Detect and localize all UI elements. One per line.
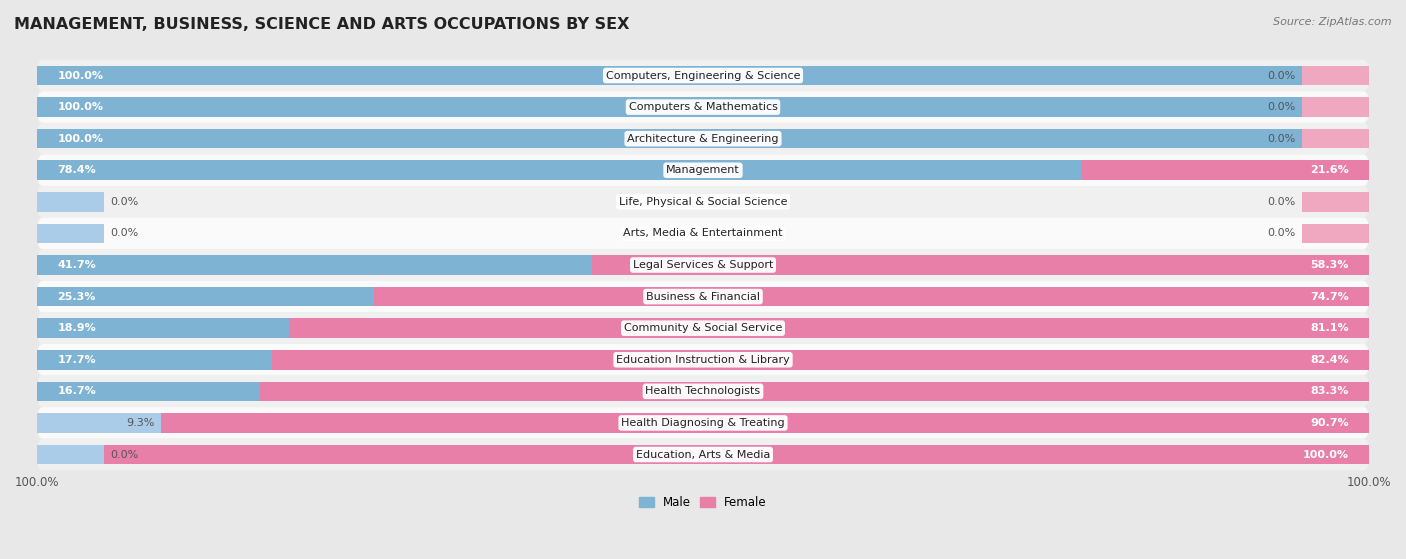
Text: 100.0%: 100.0%: [1303, 449, 1348, 459]
Text: 58.3%: 58.3%: [1310, 260, 1348, 270]
Bar: [1302, 129, 1369, 149]
FancyBboxPatch shape: [37, 217, 1369, 249]
Text: 16.7%: 16.7%: [58, 386, 96, 396]
Text: 21.6%: 21.6%: [1310, 165, 1348, 176]
Text: 17.7%: 17.7%: [58, 355, 96, 365]
Bar: [37, 350, 273, 369]
Text: Health Technologists: Health Technologists: [645, 386, 761, 396]
Bar: [592, 255, 1369, 275]
Bar: [288, 319, 1369, 338]
Text: 74.7%: 74.7%: [1310, 292, 1348, 302]
Bar: [37, 445, 104, 465]
FancyBboxPatch shape: [37, 312, 1369, 344]
Bar: [260, 382, 1369, 401]
Text: 78.4%: 78.4%: [58, 165, 96, 176]
Text: 82.4%: 82.4%: [1310, 355, 1348, 365]
Text: Computers & Mathematics: Computers & Mathematics: [628, 102, 778, 112]
Text: 100.0%: 100.0%: [58, 134, 103, 144]
Text: Architecture & Engineering: Architecture & Engineering: [627, 134, 779, 144]
Bar: [37, 224, 104, 243]
Bar: [37, 255, 592, 275]
Text: Management: Management: [666, 165, 740, 176]
Text: 0.0%: 0.0%: [1267, 197, 1295, 207]
Bar: [37, 66, 1369, 86]
Text: 0.0%: 0.0%: [111, 197, 139, 207]
Bar: [271, 350, 1369, 369]
Bar: [162, 413, 1369, 433]
Text: Arts, Media & Entertainment: Arts, Media & Entertainment: [623, 229, 783, 239]
FancyBboxPatch shape: [37, 186, 1369, 217]
FancyBboxPatch shape: [37, 281, 1369, 312]
FancyBboxPatch shape: [37, 249, 1369, 281]
Bar: [37, 192, 104, 212]
FancyBboxPatch shape: [37, 344, 1369, 376]
FancyBboxPatch shape: [37, 376, 1369, 407]
Bar: [37, 129, 1369, 149]
Bar: [1302, 97, 1369, 117]
Bar: [1302, 192, 1369, 212]
Text: 9.3%: 9.3%: [127, 418, 155, 428]
Text: Education, Arts & Media: Education, Arts & Media: [636, 449, 770, 459]
Text: 0.0%: 0.0%: [1267, 70, 1295, 80]
Text: 18.9%: 18.9%: [58, 323, 96, 333]
FancyBboxPatch shape: [37, 60, 1369, 91]
Text: 0.0%: 0.0%: [111, 229, 139, 239]
Bar: [1081, 160, 1369, 180]
Text: Legal Services & Support: Legal Services & Support: [633, 260, 773, 270]
Bar: [37, 445, 1369, 465]
Text: Business & Financial: Business & Financial: [645, 292, 761, 302]
Text: Life, Physical & Social Science: Life, Physical & Social Science: [619, 197, 787, 207]
Text: 0.0%: 0.0%: [1267, 229, 1295, 239]
Text: MANAGEMENT, BUSINESS, SCIENCE AND ARTS OCCUPATIONS BY SEX: MANAGEMENT, BUSINESS, SCIENCE AND ARTS O…: [14, 17, 630, 32]
Text: Health Diagnosing & Treating: Health Diagnosing & Treating: [621, 418, 785, 428]
Bar: [37, 97, 1369, 117]
Text: 0.0%: 0.0%: [1267, 102, 1295, 112]
Text: 0.0%: 0.0%: [111, 449, 139, 459]
Text: 100.0%: 100.0%: [58, 70, 103, 80]
Text: 90.7%: 90.7%: [1310, 418, 1348, 428]
FancyBboxPatch shape: [37, 154, 1369, 186]
Bar: [1302, 224, 1369, 243]
FancyBboxPatch shape: [37, 123, 1369, 154]
FancyBboxPatch shape: [37, 439, 1369, 470]
Text: 41.7%: 41.7%: [58, 260, 96, 270]
Text: Computers, Engineering & Science: Computers, Engineering & Science: [606, 70, 800, 80]
Bar: [37, 287, 374, 306]
Text: 81.1%: 81.1%: [1310, 323, 1348, 333]
Bar: [37, 413, 162, 433]
Bar: [1302, 66, 1369, 86]
Text: Community & Social Service: Community & Social Service: [624, 323, 782, 333]
Bar: [37, 319, 288, 338]
Legend: Male, Female: Male, Female: [634, 491, 772, 514]
FancyBboxPatch shape: [37, 91, 1369, 123]
Text: Education Instruction & Library: Education Instruction & Library: [616, 355, 790, 365]
Bar: [374, 287, 1369, 306]
FancyBboxPatch shape: [37, 407, 1369, 439]
Bar: [37, 382, 260, 401]
Text: 100.0%: 100.0%: [58, 102, 103, 112]
Text: 83.3%: 83.3%: [1310, 386, 1348, 396]
Bar: [37, 160, 1081, 180]
Text: 0.0%: 0.0%: [1267, 134, 1295, 144]
Text: Source: ZipAtlas.com: Source: ZipAtlas.com: [1274, 17, 1392, 27]
Text: 25.3%: 25.3%: [58, 292, 96, 302]
